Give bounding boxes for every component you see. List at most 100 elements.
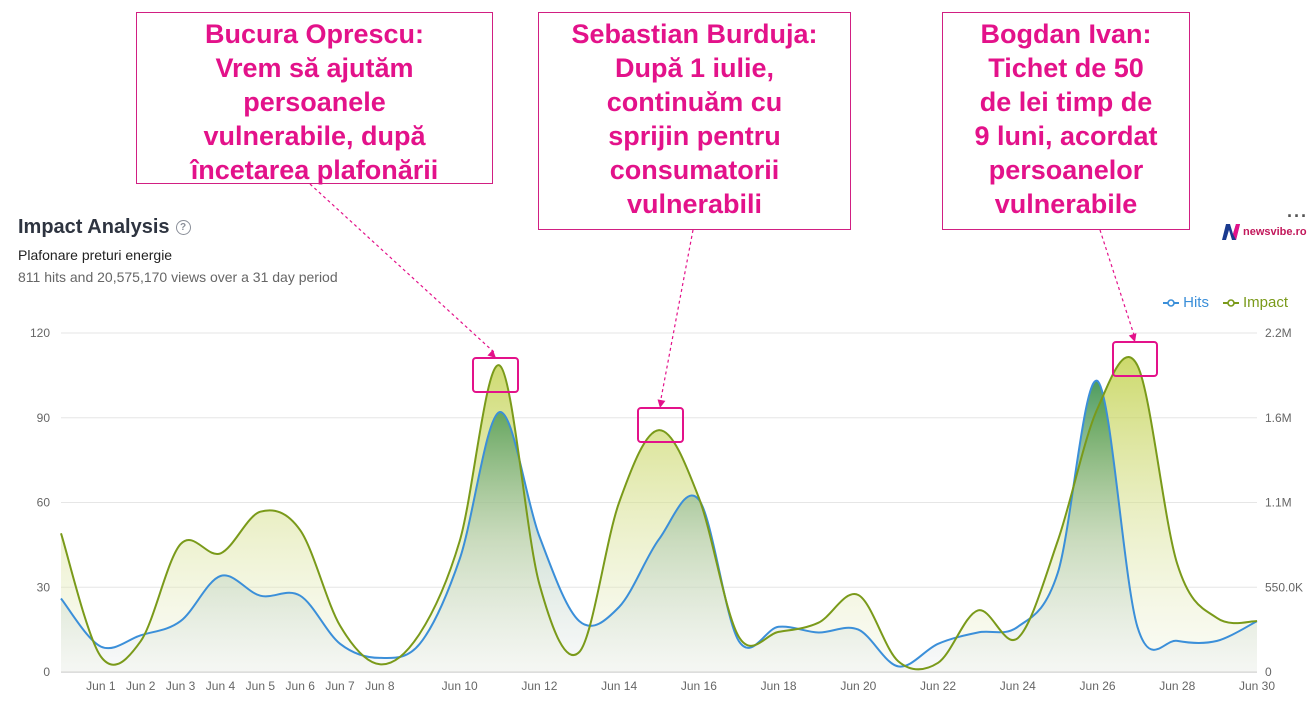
hits-data-point[interactable] xyxy=(417,641,423,647)
chart-header: Impact Analysis ? Plafonare preturi ener… xyxy=(18,216,338,285)
impact-data-point[interactable] xyxy=(98,654,104,660)
hits-series-line[interactable] xyxy=(60,379,1258,668)
more-options-icon[interactable]: ··· xyxy=(1287,206,1308,226)
impact-data-point[interactable] xyxy=(1214,615,1220,621)
x-tick-label: Jun 12 xyxy=(521,679,557,693)
impact-data-point[interactable] xyxy=(457,538,463,544)
impact-data-point[interactable] xyxy=(257,509,263,515)
legend-label-hits: Hits xyxy=(1183,294,1209,311)
hits-data-point[interactable] xyxy=(457,556,463,562)
hits-data-point[interactable] xyxy=(497,409,503,415)
annotation-line: Sebastian Burduja: xyxy=(571,19,818,49)
annotation-line: de lei timp de xyxy=(979,87,1153,117)
impact-data-point[interactable] xyxy=(696,495,702,501)
impact-data-point[interactable] xyxy=(1015,635,1021,641)
hits-data-point[interactable] xyxy=(815,629,821,635)
y-right-tick-label: 1.1M xyxy=(1265,496,1292,510)
hits-data-point[interactable] xyxy=(656,536,662,542)
impact-data-point[interactable] xyxy=(1254,618,1260,624)
annotation-line: Vrem să ajutăm xyxy=(215,53,414,83)
hits-data-point[interactable] xyxy=(776,624,782,630)
x-tick-label: Jun 16 xyxy=(681,679,717,693)
impact-data-point[interactable] xyxy=(576,649,582,655)
impact-data-point[interactable] xyxy=(1095,406,1101,412)
hits-data-point[interactable] xyxy=(536,533,542,539)
y-left-tick-label: 0 xyxy=(43,665,50,679)
x-tick-label: Jun 6 xyxy=(286,679,316,693)
hits-data-point[interactable] xyxy=(1055,570,1061,576)
x-tick-label: Jun 24 xyxy=(1000,679,1036,693)
impact-data-point[interactable] xyxy=(935,660,941,666)
legend-item-hits[interactable]: Hits xyxy=(1163,294,1209,311)
annotation-line: încetarea plafonării xyxy=(190,155,439,185)
impact-data-point[interactable] xyxy=(497,362,503,368)
impact-data-point[interactable] xyxy=(297,527,303,533)
impact-data-point[interactable] xyxy=(656,427,662,433)
annotation-box-2: Sebastian Burduja: După 1 iulie, continuăm… xyxy=(538,12,851,230)
hits-data-point[interactable] xyxy=(1015,624,1021,630)
x-tick-label: Jun 20 xyxy=(840,679,876,693)
chart-subtitle: Plafonare preturi energie xyxy=(18,247,173,263)
newsvibe-logo: newsvibe.ro xyxy=(1220,222,1307,242)
impact-data-point[interactable] xyxy=(337,623,343,629)
logo-text: newsvibe.ro xyxy=(1243,226,1307,238)
x-tick-label: Jun 1 xyxy=(86,679,116,693)
peak-highlight-box xyxy=(637,407,684,443)
impact-legend-marker-icon xyxy=(1222,298,1239,307)
hits-data-point[interactable] xyxy=(576,618,582,624)
impact-data-point[interactable] xyxy=(616,500,622,506)
series-areas xyxy=(58,356,1260,672)
help-icon[interactable]: ? xyxy=(175,220,191,235)
hits-data-point[interactable] xyxy=(98,644,104,650)
annotation-line: persoanele xyxy=(243,87,386,117)
impact-data-point[interactable] xyxy=(536,581,542,587)
x-tick-label: Jun 10 xyxy=(442,679,478,693)
impact-data-point[interactable] xyxy=(1134,362,1140,368)
legend-item-impact[interactable]: Impact xyxy=(1222,294,1288,311)
hits-series-area xyxy=(61,380,1257,672)
impact-data-point[interactable] xyxy=(217,550,223,556)
y-left-tick-label: 90 xyxy=(37,411,51,425)
hits-data-point[interactable] xyxy=(616,604,622,610)
impact-data-point[interactable] xyxy=(417,630,423,636)
x-tick-label: Jun 28 xyxy=(1159,679,1195,693)
impact-series-line[interactable] xyxy=(60,356,1258,671)
annotation-line: Bogdan Ivan: xyxy=(980,19,1152,49)
hits-data-point[interactable] xyxy=(975,629,981,635)
hits-data-point[interactable] xyxy=(257,593,263,599)
annotation-line: persoanelor xyxy=(988,155,1144,185)
annotation-line: vulnerabile xyxy=(994,189,1138,219)
impact-data-point[interactable] xyxy=(855,592,861,598)
hits-data-point[interactable] xyxy=(1214,638,1220,644)
y-left-tick-label: 120 xyxy=(30,326,50,340)
hits-data-point[interactable] xyxy=(895,663,901,669)
impact-data-point[interactable] xyxy=(776,629,782,635)
hits-data-point[interactable] xyxy=(935,641,941,647)
hits-data-point[interactable] xyxy=(337,641,343,647)
impact-data-point[interactable] xyxy=(178,541,184,547)
hits-data-point[interactable] xyxy=(1174,638,1180,644)
x-tick-label: Jun 26 xyxy=(1080,679,1116,693)
annotation-box-1: Bucura Oprescu: Vrem să ajutăm persoanele v… xyxy=(136,12,493,185)
hits-data-point[interactable] xyxy=(855,627,861,633)
hits-data-point[interactable] xyxy=(178,618,184,624)
impact-data-point[interactable] xyxy=(377,661,383,667)
impact-data-point[interactable] xyxy=(1055,538,1061,544)
impact-data-point[interactable] xyxy=(975,607,981,613)
hits-data-point[interactable] xyxy=(217,573,223,579)
hits-data-point[interactable] xyxy=(58,596,64,602)
impact-data-point[interactable] xyxy=(895,658,901,664)
impact-data-point[interactable] xyxy=(1174,561,1180,567)
hits-data-point[interactable] xyxy=(138,632,144,638)
impact-data-point[interactable] xyxy=(58,530,64,536)
logo-n-icon xyxy=(1222,224,1240,240)
impact-data-point[interactable] xyxy=(138,638,144,644)
hits-data-point[interactable] xyxy=(377,655,383,661)
impact-data-point[interactable] xyxy=(736,634,742,640)
hits-data-point[interactable] xyxy=(1095,378,1101,384)
x-tick-label: Jun 30 xyxy=(1239,679,1275,693)
impact-data-point[interactable] xyxy=(815,620,821,626)
hits-data-point[interactable] xyxy=(297,593,303,599)
hits-data-point[interactable] xyxy=(1134,624,1140,630)
